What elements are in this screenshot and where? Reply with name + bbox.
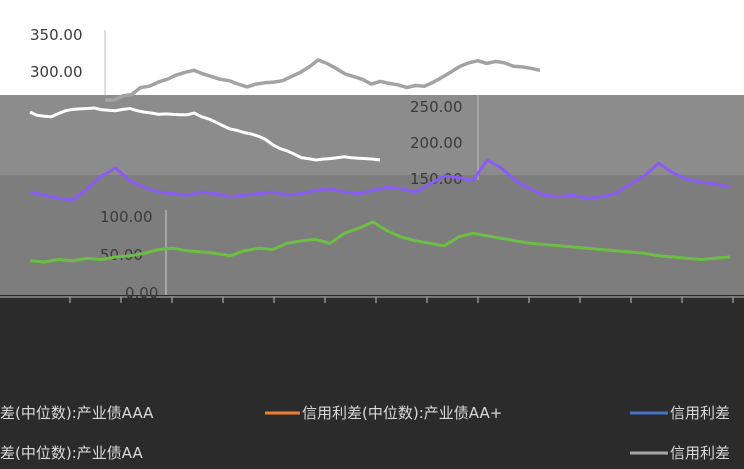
- y-tick-label-200: 200.00: [410, 134, 463, 152]
- series-line-gray-top: [105, 58, 541, 102]
- x-tick-marks: [69, 297, 734, 303]
- top-white-band: [0, 0, 744, 95]
- series-line-purple: [29, 158, 731, 202]
- y-tick-label-350: 350.00: [30, 26, 83, 44]
- series-layer: [29, 58, 731, 264]
- series-line-white-mid: [29, 106, 381, 162]
- legend-item-aa[interactable]: 信用利差(中位数):产业债AA: [0, 444, 143, 462]
- y-tick-label-0: 0.00: [125, 284, 158, 302]
- lower-gray-band: [0, 175, 744, 295]
- y-tick-label-250: 250.00: [410, 98, 463, 116]
- legend-item-series-5[interactable]: 信用利差: [630, 444, 730, 462]
- legend-label-series-5: 信用利差: [670, 444, 730, 462]
- dark-axis-band: [0, 295, 744, 390]
- legend-label-aa-plus: 信用利差(中位数):产业债AA+: [302, 404, 502, 422]
- series-line-green: [29, 220, 731, 264]
- y-tick-label-300: 300.00: [30, 63, 83, 81]
- y-tick-label-50: 50.00: [100, 246, 143, 264]
- legend-label-aa: 信用利差(中位数):产业债AA: [0, 444, 143, 462]
- legend-item-aa-plus[interactable]: 信用利差(中位数):产业债AA+: [265, 404, 502, 422]
- legend-label-series-4: 信用利差: [670, 404, 730, 422]
- legend-label-aaa: 信用利差(中位数):产业债AAA: [0, 404, 154, 422]
- legend-item-aaa[interactable]: 信用利差(中位数):产业债AAA: [0, 404, 154, 422]
- legend: 信用利差(中位数):产业债AAA 信用利差(中位数):产业债AA+ 信用利差 信…: [0, 404, 730, 462]
- legend-band: [0, 390, 744, 469]
- y-tick-labels: 350.00 300.00 250.00 200.00 150.00 100.0…: [30, 26, 463, 302]
- y-tick-label-100: 100.00: [100, 208, 153, 226]
- axes: [0, 30, 744, 298]
- legend-item-series-4[interactable]: 信用利差: [630, 404, 730, 422]
